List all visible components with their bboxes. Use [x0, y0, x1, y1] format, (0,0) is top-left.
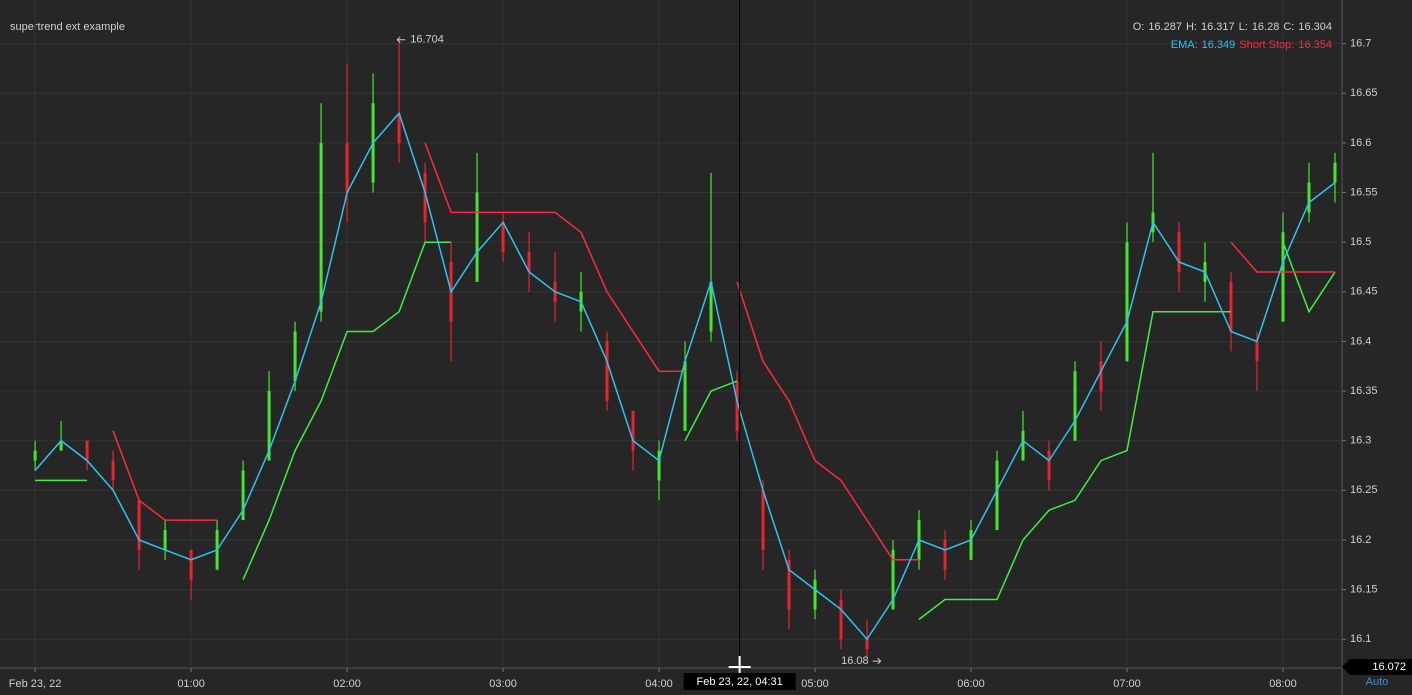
short-stop-line: [112, 142, 1335, 561]
bar-body: [709, 281, 713, 332]
x-tick-label: 02:00: [333, 678, 361, 690]
legend-text: 16.304: [1298, 21, 1332, 33]
y-tick-label: 16.55: [1350, 186, 1378, 198]
bar-body: [1333, 162, 1337, 183]
y-tick-label: 16.7: [1350, 38, 1371, 50]
bar-body: [813, 579, 817, 610]
crosshair-y-label: 16.072: [1372, 661, 1406, 673]
bar-body: [1307, 182, 1311, 213]
bar-body: [1099, 361, 1103, 392]
bar-body: [423, 172, 427, 223]
bar-body: [1177, 232, 1181, 272]
legend-text: 16.287: [1148, 21, 1182, 33]
legend-text: 16.354: [1298, 39, 1332, 51]
bar-body: [319, 142, 323, 312]
bar-body: [397, 113, 401, 143]
bar-body: [657, 450, 661, 481]
low-arrow: [872, 657, 882, 665]
legend-text: Short Stop:: [1239, 39, 1294, 51]
bar-body: [33, 450, 37, 461]
crosshair-x-label: Feb 23, 22, 04:31: [697, 676, 783, 688]
bar-body: [293, 331, 297, 382]
legend-text: 16.28: [1252, 21, 1280, 33]
y-tick-label: 16.15: [1350, 583, 1378, 595]
legend-text: EMA:: [1171, 39, 1198, 51]
bar-body: [1021, 430, 1025, 461]
x-tick-label: 04:00: [645, 678, 673, 690]
bar-body: [1255, 341, 1259, 362]
scale-mode: Auto: [1366, 676, 1389, 688]
y-tick-label: 16.5: [1350, 236, 1371, 248]
high-arrow: [396, 36, 406, 44]
bar-body: [683, 361, 687, 431]
bar-body: [969, 530, 973, 560]
legend-text: O:: [1133, 21, 1145, 33]
y-tick-label: 16.65: [1350, 87, 1378, 99]
bar-body: [891, 549, 895, 610]
bar-body: [137, 500, 141, 550]
x-tick-label: 03:00: [489, 678, 517, 690]
bar-body: [189, 549, 193, 580]
bar-body: [527, 252, 531, 272]
bar-body: [241, 470, 245, 521]
bar-body: [111, 460, 115, 481]
y-tick-label: 16.6: [1350, 137, 1371, 149]
bar-body: [1125, 242, 1129, 362]
x-tick-label: 08:00: [1269, 678, 1297, 690]
bar-body: [839, 599, 843, 640]
x-tick-label: 07:00: [1113, 678, 1141, 690]
bar-body: [605, 341, 609, 401]
high-label: 16.704: [410, 34, 444, 46]
bar-body: [163, 530, 167, 550]
bar-body: [631, 410, 635, 451]
ema-line: [34, 111, 1336, 641]
legend-text: H:: [1186, 21, 1197, 33]
y-tick-label: 16.1: [1350, 633, 1371, 645]
bar-body: [475, 192, 479, 282]
bar-body: [1047, 450, 1051, 481]
bar-body: [1281, 232, 1285, 322]
bar-body: [345, 142, 349, 193]
crosshair-x-box: [683, 673, 796, 690]
x-tick-label: 05:00: [801, 678, 829, 690]
y-tick-label: 16.2: [1350, 534, 1371, 546]
bar-body: [995, 460, 999, 531]
bar-body: [1229, 281, 1233, 332]
legend-text: 16.349: [1202, 39, 1236, 51]
legend-text: L:: [1239, 21, 1248, 33]
bar-body: [501, 222, 505, 253]
y-tick-label: 16.45: [1350, 286, 1378, 298]
bar-body: [1073, 371, 1077, 441]
bar-body: [59, 440, 63, 451]
legend-text: 16.317: [1201, 21, 1235, 33]
x-tick-label: 06:00: [957, 678, 985, 690]
bar-body: [267, 391, 271, 461]
y-tick-label: 16.4: [1350, 335, 1371, 347]
y-tick-label: 16.3: [1350, 435, 1371, 447]
bar-body: [943, 539, 947, 570]
bar-body: [735, 381, 739, 431]
crosshair-y-box: [1342, 659, 1412, 676]
bar-body: [787, 559, 791, 610]
x-tick-label: Feb 23, 22: [9, 678, 62, 690]
bar-body: [865, 639, 869, 650]
chart-title: supertrend ext example: [10, 21, 125, 33]
bar-body: [761, 490, 765, 550]
low-label: 16.08: [841, 655, 869, 667]
y-tick-label: 16.35: [1350, 385, 1378, 397]
y-tick-label: 16.25: [1350, 484, 1378, 496]
bar-body: [85, 440, 89, 461]
x-tick-label: 01:00: [177, 678, 205, 690]
long-stop-line: [35, 241, 1336, 620]
legend-text: C:: [1283, 21, 1294, 33]
